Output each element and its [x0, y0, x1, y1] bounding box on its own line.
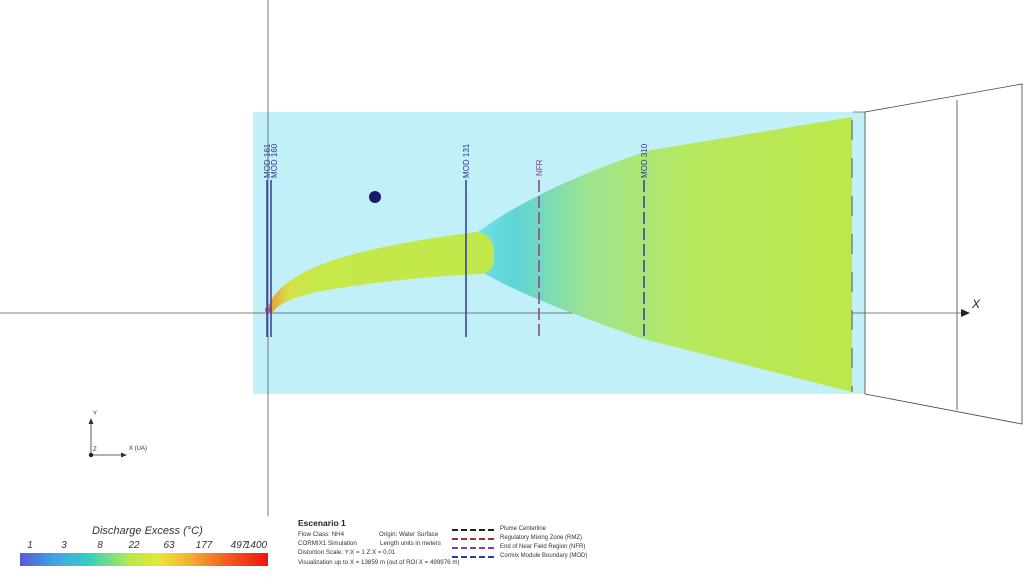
legend-label: End of Near Field Region (NFR): [500, 544, 586, 550]
far-field-box: [864, 83, 1023, 425]
legend-swatch: [452, 547, 494, 549]
simulation-type: CORMIX1 Simulation: [298, 540, 357, 547]
colorbar-ticks: 1 3 8 22 63 177 497 1400: [20, 540, 270, 552]
marker-sphere: [369, 191, 381, 203]
legend-item-nfr: End of Near Field Region (NFR): [452, 544, 632, 552]
colorbar-tick: 1: [27, 540, 33, 551]
legend-item-rmz: Regulatory Mixing Zone (RMZ): [452, 535, 632, 543]
triad-z-label: Z: [93, 447, 97, 453]
colorbar-tick: 1400: [244, 540, 268, 551]
legend-item-mod: Cormix Module Boundary (MOD): [452, 553, 632, 561]
flow-class: Flow Class: NH4: [298, 531, 345, 538]
legend-swatch: [452, 538, 494, 540]
colorbar-gradient: [20, 553, 268, 566]
scenario-title: Escenario 1: [298, 518, 346, 528]
legend-label: Cormix Module Boundary (MOD): [500, 553, 588, 559]
colorbar-tick: 3: [61, 540, 67, 551]
origin-info: Origin: Water Surface: [379, 531, 439, 538]
units-info: Length units in meters: [380, 540, 441, 547]
legend-label: Regulatory Mixing Zone (RMZ): [500, 535, 583, 541]
mod-label-160: MOD 160: [270, 143, 279, 178]
mod-label-310: MOD 310: [640, 143, 649, 178]
legend-label: Plume Centerline: [500, 526, 547, 532]
legend-swatch: [452, 556, 494, 558]
far-field-plume: [478, 117, 852, 392]
axis-triad: Y Z X (UA): [88, 411, 147, 458]
mod-label-131: MOD 131: [462, 143, 471, 178]
nfr-label: NFR: [535, 159, 544, 176]
discharge-point: [265, 307, 271, 313]
colorbar-title: Discharge Excess (°C): [92, 525, 203, 537]
scenario-info: Escenario 1 Flow Class: NH4 CORMIX1 Simu…: [298, 518, 598, 578]
triad-y-label: Y: [93, 411, 97, 417]
colorbar-tick: 22: [128, 540, 140, 551]
x-axis-arrow-icon: [961, 309, 970, 317]
legend-item-centerline: Plume Centerline: [452, 526, 632, 534]
colorbar-tick: 63: [163, 540, 175, 551]
colorbar-tick: 8: [97, 540, 103, 551]
x-axis-label: X: [971, 297, 981, 311]
triad-x-label: X (UA): [129, 446, 147, 452]
colorbar: Discharge Excess (°C) 1 3 8 22 63 177 49…: [20, 525, 270, 571]
distortion-scale: Distortion Scale: Y:X = 1 Z:X = 0,01: [298, 549, 396, 556]
visualization-extent: Visualization up to X = 13859 m (out of …: [298, 559, 460, 566]
mod-label-161: MOD 161: [263, 143, 272, 178]
near-field-plume: [266, 232, 494, 314]
line-legend: Plume Centerline Regulatory Mixing Zone …: [452, 526, 632, 568]
colorbar-tick: 497: [230, 540, 248, 551]
legend-swatch: [452, 529, 494, 531]
colorbar-tick: 177: [195, 540, 213, 551]
